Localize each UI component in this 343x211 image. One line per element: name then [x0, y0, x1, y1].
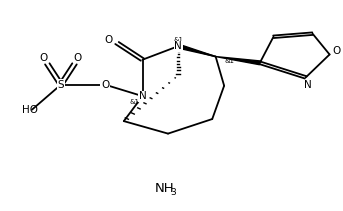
Polygon shape: [216, 57, 261, 65]
Text: 3: 3: [170, 188, 176, 197]
Text: S: S: [58, 80, 64, 90]
Text: O: O: [74, 53, 82, 63]
Text: O: O: [104, 35, 113, 45]
Text: O: O: [40, 53, 48, 63]
Text: N: N: [304, 80, 311, 90]
Text: &1: &1: [224, 58, 234, 64]
Text: &1: &1: [129, 99, 139, 105]
Text: O: O: [101, 80, 109, 90]
Text: NH: NH: [154, 182, 174, 195]
Text: N: N: [174, 41, 182, 51]
Text: &1: &1: [173, 37, 183, 43]
Text: HO: HO: [22, 105, 38, 115]
Polygon shape: [177, 45, 216, 57]
Text: O: O: [332, 46, 341, 56]
Text: N: N: [139, 91, 146, 101]
